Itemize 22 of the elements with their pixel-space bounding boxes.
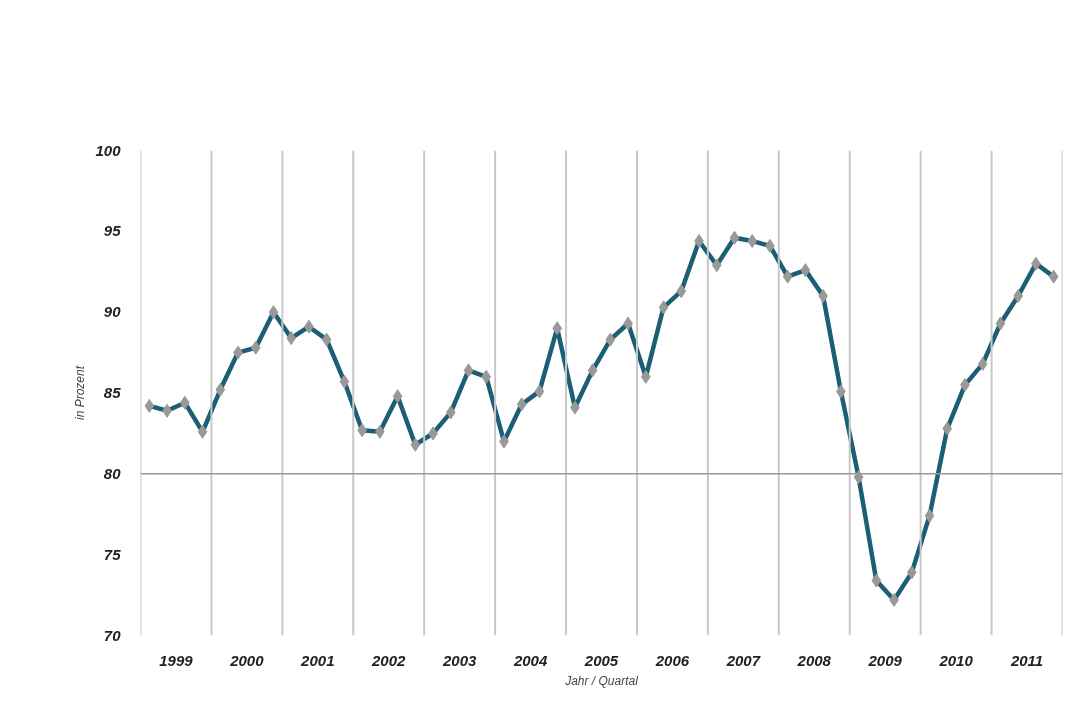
x-tick-label: 2005 xyxy=(583,651,619,669)
x-axis-title: Jahr / Quartal xyxy=(564,673,639,688)
y-tick-label: 85 xyxy=(103,384,122,401)
y-tick-label: 100 xyxy=(95,141,122,159)
x-tick-label: 2001 xyxy=(300,651,335,669)
x-tick-label: 2011 xyxy=(1009,651,1044,669)
x-tick-label: 2003 xyxy=(441,651,477,669)
x-tick-label: 2010 xyxy=(938,651,974,669)
x-tick-label: 1999 xyxy=(159,651,194,669)
y-tick-label: 95 xyxy=(103,222,122,240)
x-tick-label: 2006 xyxy=(654,651,690,669)
x-tick-label: 2009 xyxy=(867,651,903,669)
x-tick-label: 2002 xyxy=(371,651,407,669)
y-axis-title: in Prozent xyxy=(73,365,88,421)
x-tick-label: 2004 xyxy=(512,651,548,669)
x-tick-label: 2000 xyxy=(229,651,265,669)
y-tick-label: 80 xyxy=(103,464,122,482)
y-tick-label: 75 xyxy=(103,545,122,563)
x-tick-label: 2007 xyxy=(725,651,761,669)
y-tick-label: 90 xyxy=(103,303,122,321)
y-tick-label: 70 xyxy=(103,626,122,644)
x-tick-label: 2008 xyxy=(796,651,832,669)
